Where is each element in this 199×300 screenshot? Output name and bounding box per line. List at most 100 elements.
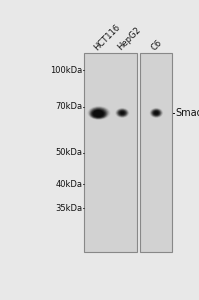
Ellipse shape bbox=[154, 111, 158, 115]
Ellipse shape bbox=[155, 112, 158, 114]
Ellipse shape bbox=[119, 111, 125, 115]
Ellipse shape bbox=[119, 110, 126, 115]
Ellipse shape bbox=[95, 111, 102, 115]
Ellipse shape bbox=[152, 110, 161, 116]
Ellipse shape bbox=[153, 110, 160, 116]
Ellipse shape bbox=[91, 108, 106, 118]
Bar bbox=[84, 53, 137, 252]
Ellipse shape bbox=[94, 113, 102, 117]
Ellipse shape bbox=[97, 114, 99, 115]
Ellipse shape bbox=[93, 110, 104, 116]
Ellipse shape bbox=[156, 112, 157, 113]
Ellipse shape bbox=[117, 109, 127, 117]
Ellipse shape bbox=[91, 108, 106, 117]
Ellipse shape bbox=[151, 109, 162, 117]
Ellipse shape bbox=[119, 110, 126, 116]
Ellipse shape bbox=[97, 112, 99, 114]
Ellipse shape bbox=[97, 114, 100, 116]
Text: 50kDa: 50kDa bbox=[56, 148, 83, 157]
Ellipse shape bbox=[89, 107, 109, 119]
Ellipse shape bbox=[117, 109, 128, 117]
Ellipse shape bbox=[153, 111, 159, 115]
Ellipse shape bbox=[153, 110, 159, 115]
Ellipse shape bbox=[90, 108, 107, 118]
Ellipse shape bbox=[155, 112, 158, 114]
Ellipse shape bbox=[93, 112, 103, 117]
Ellipse shape bbox=[92, 112, 105, 118]
Text: HCT116: HCT116 bbox=[93, 22, 122, 52]
Ellipse shape bbox=[118, 110, 126, 116]
Ellipse shape bbox=[121, 112, 123, 114]
Ellipse shape bbox=[93, 110, 103, 116]
Ellipse shape bbox=[155, 112, 158, 114]
Ellipse shape bbox=[96, 114, 101, 116]
Text: 40kDa: 40kDa bbox=[56, 180, 83, 189]
Ellipse shape bbox=[154, 111, 159, 115]
Ellipse shape bbox=[97, 114, 100, 116]
Ellipse shape bbox=[89, 107, 108, 119]
Ellipse shape bbox=[150, 108, 162, 118]
Bar bbox=[140, 53, 172, 252]
Ellipse shape bbox=[117, 110, 127, 116]
Ellipse shape bbox=[89, 107, 109, 119]
Ellipse shape bbox=[92, 109, 105, 117]
Ellipse shape bbox=[98, 114, 99, 115]
Text: 70kDa: 70kDa bbox=[56, 103, 83, 112]
Ellipse shape bbox=[119, 111, 125, 115]
Ellipse shape bbox=[152, 110, 160, 116]
Ellipse shape bbox=[95, 113, 102, 116]
Text: C6: C6 bbox=[150, 38, 164, 52]
Ellipse shape bbox=[150, 109, 162, 117]
Ellipse shape bbox=[116, 109, 128, 117]
Ellipse shape bbox=[154, 111, 158, 114]
Ellipse shape bbox=[92, 109, 105, 117]
Ellipse shape bbox=[91, 111, 106, 119]
Ellipse shape bbox=[121, 112, 124, 114]
Ellipse shape bbox=[93, 112, 104, 118]
Ellipse shape bbox=[151, 109, 161, 117]
Ellipse shape bbox=[120, 111, 124, 114]
Ellipse shape bbox=[122, 112, 123, 113]
Text: 100kDa: 100kDa bbox=[51, 66, 83, 75]
Ellipse shape bbox=[94, 110, 102, 116]
Ellipse shape bbox=[92, 112, 104, 118]
Ellipse shape bbox=[118, 110, 127, 116]
Ellipse shape bbox=[156, 112, 157, 113]
Ellipse shape bbox=[94, 112, 103, 117]
Ellipse shape bbox=[121, 112, 124, 114]
Ellipse shape bbox=[96, 112, 100, 114]
Ellipse shape bbox=[96, 111, 100, 114]
Ellipse shape bbox=[90, 111, 106, 119]
Ellipse shape bbox=[95, 113, 101, 116]
Ellipse shape bbox=[117, 109, 128, 117]
Ellipse shape bbox=[96, 112, 100, 114]
Ellipse shape bbox=[116, 109, 128, 117]
Ellipse shape bbox=[118, 110, 127, 116]
Ellipse shape bbox=[122, 112, 123, 113]
Ellipse shape bbox=[152, 110, 161, 116]
Ellipse shape bbox=[93, 110, 104, 116]
Ellipse shape bbox=[91, 111, 106, 118]
Ellipse shape bbox=[92, 109, 105, 117]
Ellipse shape bbox=[120, 111, 125, 115]
Text: Smad4: Smad4 bbox=[175, 108, 199, 118]
Ellipse shape bbox=[91, 111, 105, 118]
Ellipse shape bbox=[155, 112, 157, 114]
Ellipse shape bbox=[95, 111, 101, 115]
Ellipse shape bbox=[153, 110, 160, 116]
Ellipse shape bbox=[90, 108, 107, 118]
Ellipse shape bbox=[92, 111, 105, 118]
Ellipse shape bbox=[154, 111, 159, 115]
Ellipse shape bbox=[120, 111, 125, 115]
Text: 35kDa: 35kDa bbox=[56, 204, 83, 213]
Ellipse shape bbox=[152, 110, 160, 116]
Ellipse shape bbox=[93, 112, 104, 118]
Ellipse shape bbox=[151, 109, 162, 117]
Ellipse shape bbox=[96, 113, 101, 116]
Ellipse shape bbox=[151, 109, 161, 117]
Ellipse shape bbox=[96, 114, 100, 116]
Ellipse shape bbox=[120, 112, 124, 114]
Ellipse shape bbox=[95, 111, 101, 115]
Ellipse shape bbox=[97, 112, 99, 113]
Ellipse shape bbox=[95, 113, 102, 117]
